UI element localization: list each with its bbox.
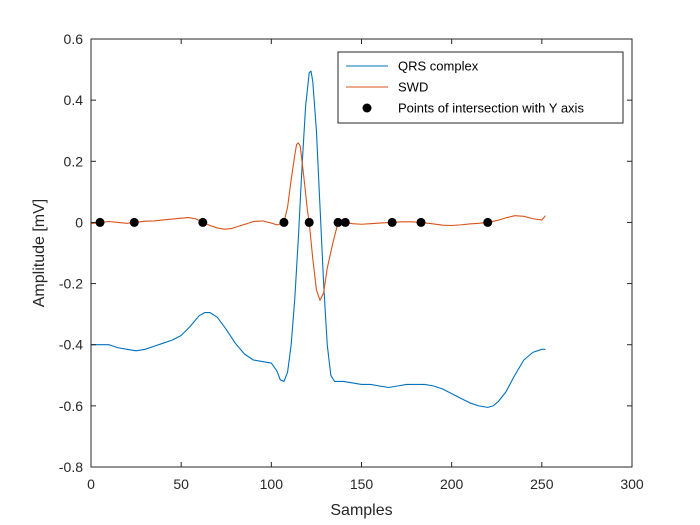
intersection-point xyxy=(304,217,314,227)
y-tick-label: -0.4 xyxy=(59,337,83,353)
x-tick-label: 200 xyxy=(440,476,464,492)
chart-marks xyxy=(90,70,546,408)
x-axis: 0 50 100 150 200 250 300 xyxy=(87,39,644,492)
x-tick-label: 0 xyxy=(87,476,95,492)
y-tick-label: 0.4 xyxy=(64,92,84,108)
intersection-point xyxy=(340,217,350,227)
x-tick-label: 300 xyxy=(620,476,644,492)
legend-swatch-marker xyxy=(362,103,372,113)
y-tick-label: -0.8 xyxy=(59,459,83,475)
legend-label: SWD xyxy=(398,80,428,95)
intersection-point xyxy=(387,217,397,227)
y-tick-label: 0 xyxy=(75,214,83,230)
x-tick-label: 50 xyxy=(173,476,189,492)
y-axis-label: Amplitude [mV] xyxy=(31,199,48,307)
legend: QRS complex SWD Points of intersection wit… xyxy=(337,51,624,124)
legend-label: QRS complex xyxy=(398,59,479,74)
intersection-point xyxy=(483,217,493,227)
y-tick-label: 0.6 xyxy=(64,31,84,47)
y-tick-label: -0.6 xyxy=(59,398,83,414)
intersection-point xyxy=(416,217,426,227)
intersection-point xyxy=(279,217,289,227)
series-line-qrs-complex xyxy=(91,70,546,408)
series-line-swd xyxy=(90,142,546,301)
x-tick-label: 100 xyxy=(260,476,284,492)
intersection-point xyxy=(198,217,208,227)
intersection-point xyxy=(129,217,139,227)
intersection-point xyxy=(333,217,343,227)
x-axis-label: Samples xyxy=(330,502,392,519)
y-tick-label: -0.2 xyxy=(59,276,83,292)
legend-label: Points of intersection with Y axis xyxy=(398,101,584,116)
intersection-point xyxy=(95,217,105,227)
y-axis: -0.8 -0.6 -0.4 -0.2 0 0.2 0.4 0.6 xyxy=(59,31,632,475)
x-tick-label: 150 xyxy=(350,476,374,492)
x-tick-label: 250 xyxy=(530,476,554,492)
y-tick-label: 0.2 xyxy=(64,153,84,169)
